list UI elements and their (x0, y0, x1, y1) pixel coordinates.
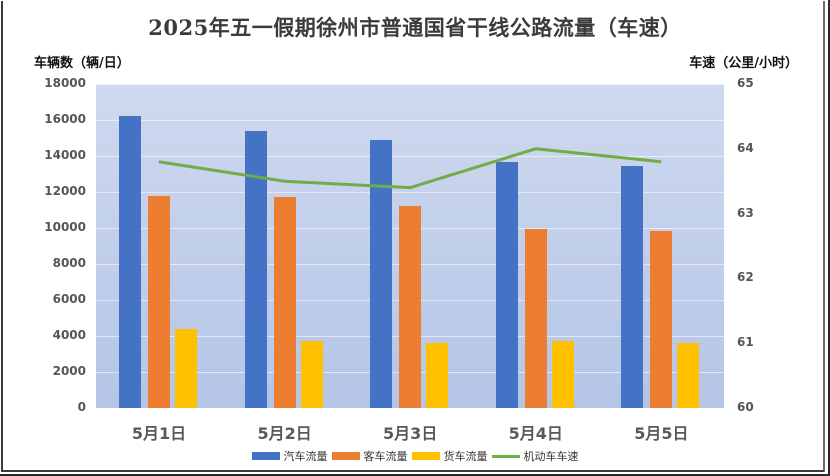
x-axis-label: 5月4日 (508, 424, 563, 443)
bar (175, 328, 197, 408)
bar (300, 340, 323, 408)
legend-label: 客车流量 (363, 450, 408, 463)
legend-item: 汽车流量 (251, 448, 328, 464)
right-axis-tick: 65 (737, 76, 754, 90)
right-axis-tick: 64 (737, 140, 754, 155)
bar (244, 130, 267, 408)
gridline (96, 156, 724, 157)
legend-label: 汽车流量 (283, 450, 328, 463)
legend-label: 机动车车速 (523, 450, 579, 463)
left-axis-tick: 8000 (52, 256, 86, 270)
x-axis-label: 5月5日 (634, 424, 689, 443)
left-axis-tick: 4000 (52, 328, 86, 342)
legend-item: 机动车车速 (491, 448, 579, 464)
bar (399, 206, 422, 408)
bar (524, 228, 547, 408)
left-axis-tick: 18000 (44, 76, 86, 90)
frame-edge (828, 0, 830, 476)
x-axis-label: 5月2日 (257, 424, 312, 443)
legend-item: 货车流量 (411, 448, 488, 464)
right-axis-tick: 63 (737, 205, 754, 220)
left-axis-tick: 12000 (44, 184, 86, 198)
bar (650, 230, 673, 408)
left-axis-tick: 2000 (52, 364, 86, 378)
bar (370, 139, 393, 408)
bar (119, 116, 141, 408)
left-axis-tick: 6000 (52, 292, 86, 306)
gridline (96, 84, 724, 85)
legend-item: 客车流量 (331, 448, 408, 464)
bar (273, 197, 296, 408)
left-axis-tick: 16000 (44, 112, 86, 126)
chart-title: 2025年五一假期徐州市普通国省干线公路流量（车速） (148, 15, 682, 40)
right-axis-tick: 62 (737, 270, 754, 285)
plot-area (96, 84, 724, 408)
legend-bar-swatch-icon (331, 452, 360, 460)
legend-bar-swatch-icon (251, 452, 280, 460)
bar (148, 195, 170, 408)
left-axis-title: 车辆数（辆/日） (34, 56, 130, 71)
frame-edge (0, 474, 830, 476)
bar (426, 343, 449, 408)
gridline (96, 192, 724, 193)
right-axis-tick: 60 (737, 400, 754, 414)
right-axis-title: 车速（公里/小时） (689, 56, 798, 71)
bar (621, 165, 644, 408)
legend-label: 货车流量 (443, 450, 488, 463)
bar (677, 343, 700, 408)
x-axis-label: 5月1日 (131, 424, 187, 443)
left-axis-tick: 0 (77, 400, 86, 414)
legend: 汽车流量 客车流量 货车流量 机动车车速 (0, 448, 830, 464)
legend-bar-swatch-icon (411, 452, 440, 460)
left-axis-tick: 14000 (44, 148, 86, 162)
left-axis-tick: 10000 (44, 220, 86, 234)
speed-line (158, 147, 662, 190)
bar (495, 162, 518, 408)
gridline (96, 120, 724, 121)
legend-line-swatch-icon (491, 454, 520, 458)
bar (551, 341, 574, 408)
x-axis-label: 5月3日 (383, 424, 438, 443)
right-axis-tick: 61 (737, 335, 754, 350)
